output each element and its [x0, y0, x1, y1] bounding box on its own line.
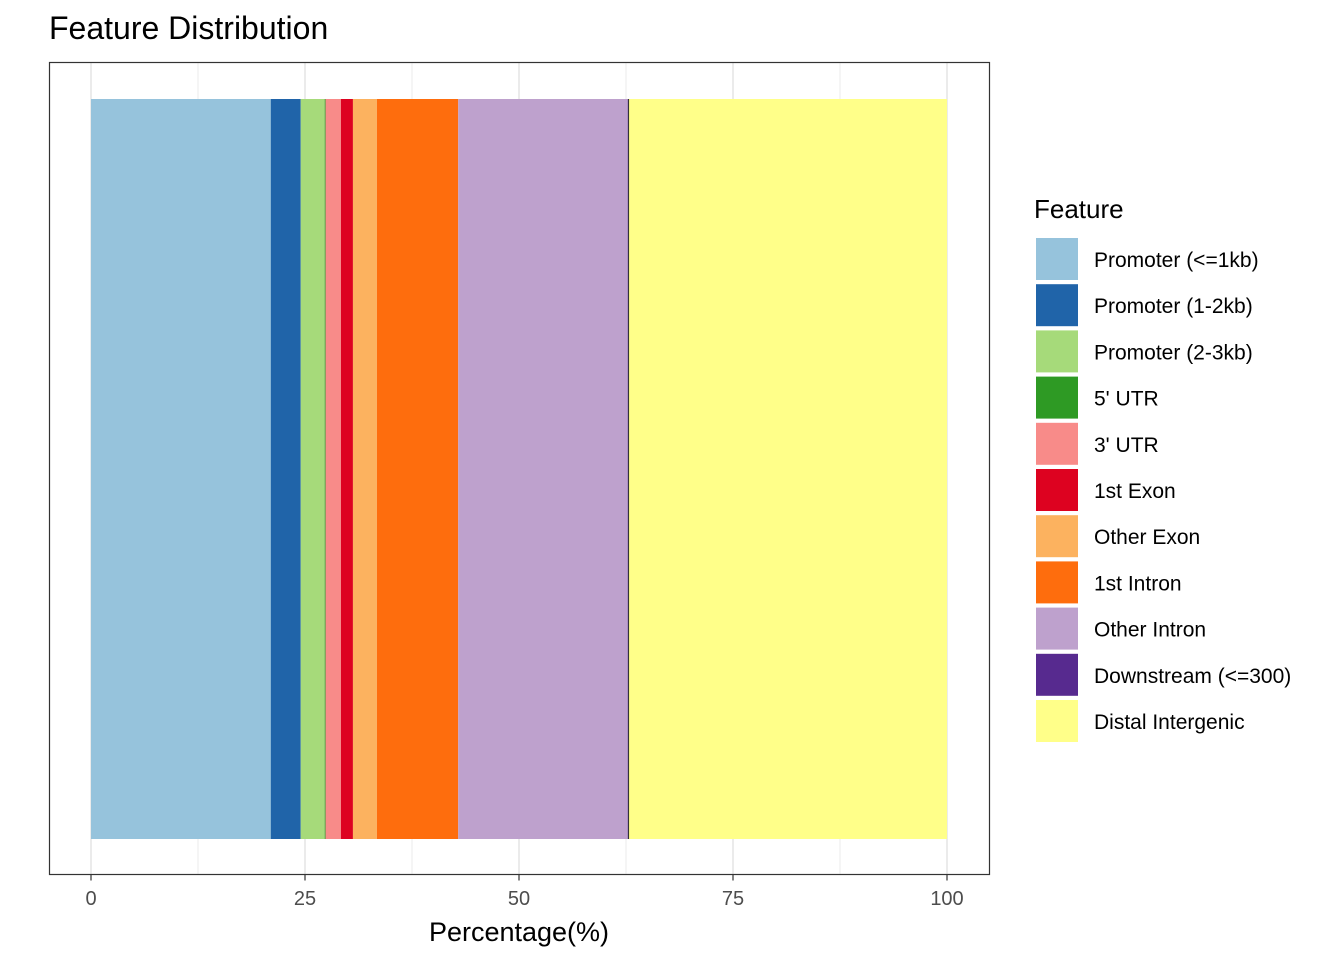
- bar-segment: [340, 99, 353, 839]
- legend-key: [1036, 469, 1078, 511]
- bar-segment: [300, 99, 325, 839]
- legend-key: [1036, 515, 1078, 558]
- legend-label: Distal Intergenic: [1094, 711, 1245, 734]
- legend-title: Feature: [1034, 194, 1124, 224]
- bar-segment: [628, 99, 947, 839]
- x-axis: 0 25 50 75 100: [85, 874, 964, 910]
- bar-segment: [325, 99, 341, 839]
- legend-key: [1036, 607, 1078, 650]
- legend-label: Promoter (<=1kb): [1094, 249, 1259, 272]
- bar-segment: [324, 99, 326, 839]
- x-tick-label: 0: [85, 888, 96, 910]
- legend-label: 1st Intron: [1094, 572, 1182, 595]
- x-tick-label: 25: [294, 888, 316, 910]
- legend-key: [1036, 700, 1078, 742]
- legend-label: Promoter (2-3kb): [1094, 341, 1253, 364]
- x-tick-label: 50: [508, 888, 530, 910]
- legend-items: Promoter (<=1kb) Promoter (1-2kb) Promoter…: [1036, 238, 1291, 742]
- bar-layer: [91, 99, 947, 839]
- bar-segment: [91, 99, 271, 839]
- bar-segment: [458, 99, 628, 839]
- legend-key: [1036, 561, 1078, 604]
- legend-label: Other Intron: [1094, 619, 1206, 642]
- legend-key: [1036, 422, 1078, 465]
- legend-key: [1036, 376, 1078, 419]
- x-tick-label: 75: [722, 888, 744, 910]
- bar-segment: [376, 99, 459, 839]
- legend-key: [1036, 653, 1078, 696]
- legend-label: 3' UTR: [1094, 434, 1159, 457]
- legend-label: 1st Exon: [1094, 480, 1176, 503]
- legend-label: 5' UTR: [1094, 388, 1159, 411]
- legend-label: Promoter (1-2kb): [1094, 295, 1253, 318]
- legend-key: [1036, 238, 1078, 280]
- legend: Feature Promoter (<=1kb) Promoter (1-2kb)…: [1034, 194, 1291, 742]
- bar-segment: [270, 99, 301, 839]
- bar-segment: [352, 99, 377, 839]
- legend-key: [1036, 284, 1078, 327]
- legend-key: [1036, 330, 1078, 373]
- legend-label: Downstream (<=300): [1094, 665, 1291, 688]
- x-tick-label: 100: [930, 888, 963, 910]
- chart-title: Feature Distribution: [49, 10, 328, 46]
- x-axis-title: Percentage(%): [429, 917, 609, 947]
- legend-label: Other Exon: [1094, 526, 1200, 549]
